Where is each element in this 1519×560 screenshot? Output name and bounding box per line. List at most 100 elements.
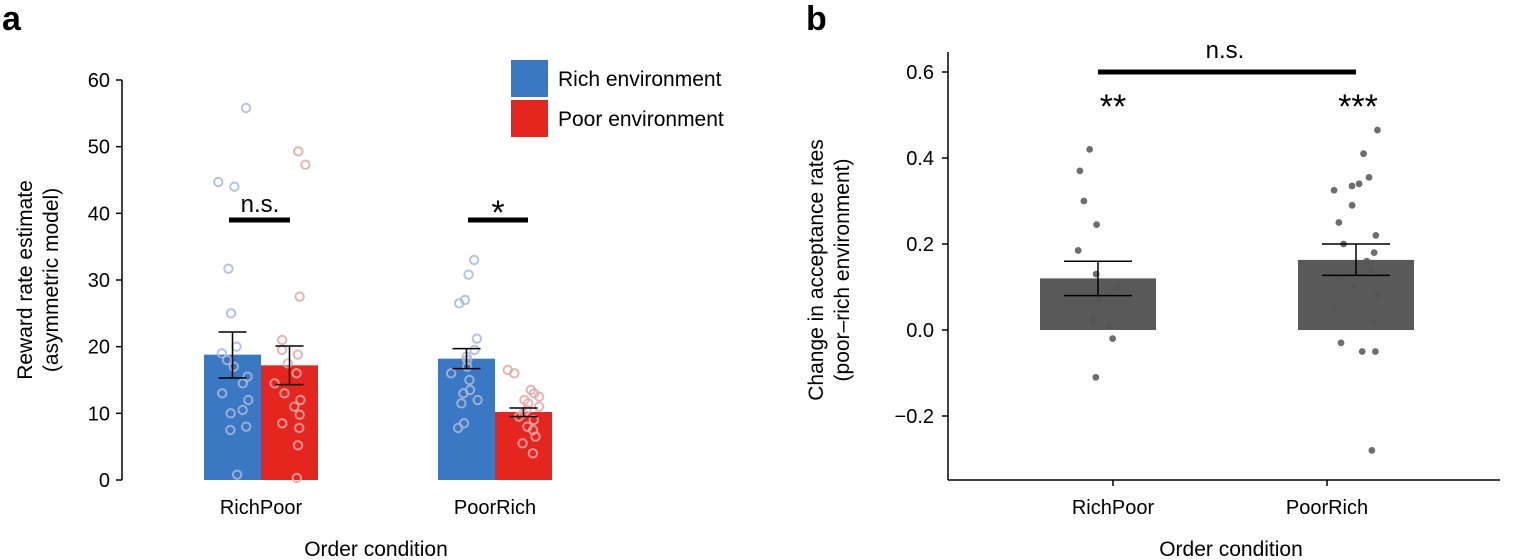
panel-b-data-point bbox=[1330, 186, 1338, 194]
panel-a-data-point bbox=[237, 404, 248, 416]
panel-a-y-tick-label: 10 bbox=[88, 403, 110, 425]
panel-a-data-point bbox=[295, 394, 306, 406]
panel-a-data-point bbox=[530, 431, 541, 442]
panel-b-error-bar bbox=[1064, 260, 1132, 297]
panel-a-error-bar bbox=[275, 345, 304, 386]
panel-a-data-point bbox=[463, 269, 474, 280]
panel-b-data-point bbox=[1336, 275, 1344, 282]
panel-b-data-point bbox=[1076, 167, 1084, 175]
panel-b-data-point bbox=[1109, 335, 1117, 342]
panel-b-sig-richpoor: ** bbox=[1100, 88, 1126, 126]
panel-a-data-point bbox=[269, 378, 280, 389]
panel-a-data-point bbox=[292, 349, 304, 360]
panel-b-y-tick-label: 0.4 bbox=[906, 148, 934, 170]
panel-a-data-point bbox=[216, 348, 227, 359]
panel-b-x-tick-richpoor: RichPoor bbox=[1072, 497, 1155, 519]
panel-a-data-point bbox=[445, 368, 457, 379]
panel-a-data-point bbox=[291, 472, 303, 484]
panel-a-data-point bbox=[276, 344, 288, 356]
panel-a-data-point bbox=[294, 422, 305, 434]
legend-label-poor: Poor environment bbox=[558, 108, 724, 131]
legend-label-rich: Rich environment bbox=[558, 68, 722, 91]
panel-a-data-point bbox=[225, 308, 237, 319]
panel-a-data-point bbox=[291, 368, 302, 379]
panel-a-legend: Rich environment Poor environment bbox=[511, 60, 724, 137]
panel-b-data-point bbox=[1074, 247, 1082, 254]
panel-a-y-tick-label: 20 bbox=[88, 337, 110, 359]
panel-b-x-label: Order condition bbox=[1159, 538, 1303, 560]
panel-b-sig-poorrich: *** bbox=[1338, 88, 1378, 126]
panel-a-data-point bbox=[240, 102, 252, 114]
panel-b-data-point bbox=[1330, 305, 1338, 312]
panel-b-data-point bbox=[1335, 219, 1343, 226]
panel-b-data-point bbox=[1368, 447, 1376, 454]
panel-a-error-bar bbox=[509, 407, 538, 418]
panel-b-data-point bbox=[1363, 257, 1371, 265]
panel-a-data-point bbox=[294, 291, 305, 302]
panel-a-error-bar bbox=[218, 331, 247, 379]
panel-a-data-point bbox=[454, 298, 465, 309]
panel-b-data-point bbox=[1349, 283, 1357, 291]
panel-a-data-point bbox=[237, 378, 248, 389]
panel-a-sig-poorrich: * bbox=[491, 194, 504, 232]
panel-a-bar-poorrich-poor bbox=[495, 412, 552, 480]
panel-a-data-point bbox=[213, 176, 224, 188]
panel-a-data-point bbox=[221, 354, 233, 366]
panel-a-data-point bbox=[279, 388, 290, 399]
panel-a-bars bbox=[204, 354, 552, 480]
panel-a-data-point bbox=[242, 371, 253, 382]
panel-a-data-point bbox=[293, 146, 304, 157]
panel-b-y-label-line1: Change in acceptance rates bbox=[805, 139, 828, 401]
panel-b-y-label-line2: (poor–rich environment) bbox=[831, 159, 854, 382]
panel-a-data-point bbox=[464, 374, 475, 386]
panel-a-data-point bbox=[229, 181, 240, 192]
panel-b-y-tick-label: 0.6 bbox=[906, 62, 934, 84]
panel-a-data-point bbox=[300, 159, 311, 170]
panel-a-data-point bbox=[217, 388, 228, 399]
panel-a-data-point bbox=[240, 421, 252, 432]
panel-a-data-point bbox=[277, 418, 288, 429]
panel-b-y-tick-label: 0.0 bbox=[906, 320, 934, 342]
panel-a-data-point bbox=[289, 401, 300, 412]
panel-a-y-ticks: 0 10 20 30 40 50 60 bbox=[88, 70, 122, 492]
panel-a-y-tick-label: 60 bbox=[88, 70, 110, 92]
panel-b-data-point bbox=[1365, 173, 1373, 181]
legend-swatch-rich bbox=[511, 60, 548, 97]
panel-a-data-point bbox=[509, 368, 520, 379]
panel-a-dots bbox=[213, 102, 545, 484]
panel-a-data-point bbox=[462, 354, 473, 366]
panel-b-bracket-label: n.s. bbox=[1206, 37, 1245, 64]
panel-a-data-point bbox=[231, 469, 243, 480]
panel-a-error-bar bbox=[452, 347, 481, 370]
panel-a-data-point bbox=[292, 440, 304, 451]
panel-b-data-point bbox=[1086, 146, 1094, 153]
panel-b-data-point bbox=[1080, 197, 1088, 205]
panel-b-data-point bbox=[1092, 373, 1100, 381]
panel-a-data-point bbox=[228, 361, 239, 372]
panel-b-data-point bbox=[1105, 322, 1113, 330]
panel-a-y-label-line1: Reward rate estimate bbox=[14, 180, 37, 380]
panel-a-y-tick-label: 0 bbox=[99, 470, 110, 492]
panel-a-error-bars bbox=[218, 331, 538, 418]
panel-b-data-point bbox=[1360, 150, 1367, 158]
panel-a-y-tick-label: 50 bbox=[88, 137, 110, 159]
panel-a-x-tick-poorrich: PoorRich bbox=[454, 497, 536, 519]
panel-b-data-point bbox=[1095, 296, 1103, 304]
panel-b-y-tick-label: −0.2 bbox=[895, 406, 934, 428]
panel-b-data-point bbox=[1348, 201, 1356, 209]
panel-a-y-tick-label: 40 bbox=[88, 203, 110, 225]
panel-a-data-point bbox=[243, 394, 254, 406]
panel-b-data-point bbox=[1355, 180, 1363, 188]
panel-a-x-tick-richpoor: RichPoor bbox=[220, 497, 303, 519]
panel-a-data-point bbox=[533, 391, 545, 402]
panel-b-y-tick-label: 0.2 bbox=[906, 234, 934, 256]
panel-b-error-bar bbox=[1322, 243, 1390, 277]
panel-b-data-point bbox=[1370, 318, 1378, 325]
panel-a-sig-richpoor: n.s. bbox=[241, 191, 280, 218]
panel-a-data-point bbox=[458, 388, 469, 399]
panel-a-data-point bbox=[533, 401, 545, 412]
panel-a-data-point bbox=[468, 254, 480, 266]
panel-b-data-point bbox=[1372, 232, 1380, 239]
panel-a-data-point bbox=[282, 358, 294, 369]
panel-b-data-point bbox=[1371, 348, 1379, 355]
